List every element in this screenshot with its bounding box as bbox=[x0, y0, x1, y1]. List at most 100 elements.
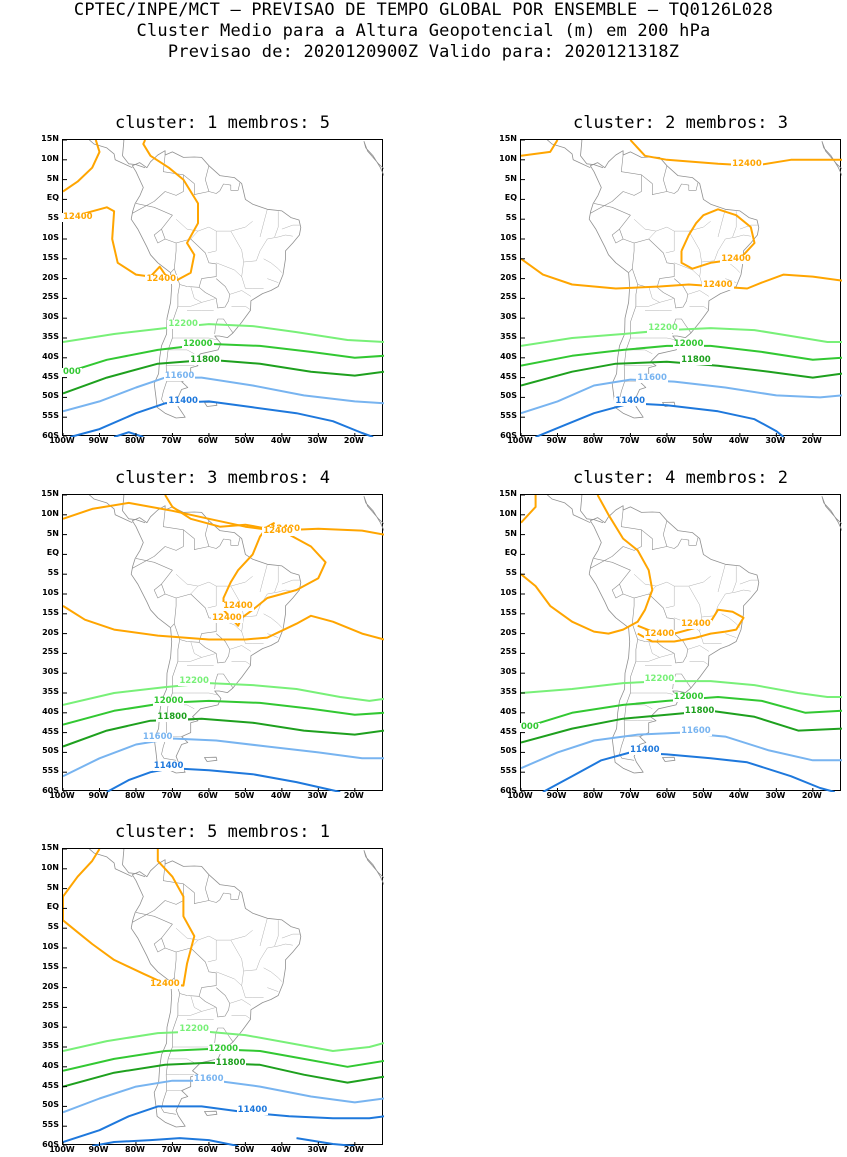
state-border bbox=[207, 940, 217, 963]
state-border bbox=[241, 970, 244, 986]
lon-tick-label: 60W bbox=[655, 436, 676, 445]
lat-tick-label: 10S bbox=[42, 588, 59, 597]
contour-label-12200: 12200 bbox=[643, 674, 676, 685]
contour-12400 bbox=[521, 495, 537, 524]
contour-12200 bbox=[63, 323, 384, 343]
lat-tick-label: 10N bbox=[499, 153, 517, 163]
contour-11600 bbox=[521, 378, 842, 415]
coastline bbox=[88, 495, 133, 524]
lat-tick-label: 50S bbox=[42, 746, 59, 756]
country-border bbox=[666, 182, 699, 194]
lat-tick-label: 35S bbox=[42, 1041, 59, 1050]
lat-tick-label: 20S bbox=[42, 981, 59, 991]
country-border bbox=[214, 673, 218, 690]
state-border bbox=[263, 967, 283, 982]
lat-tick-label: 10S bbox=[500, 588, 517, 597]
contour-12400 bbox=[521, 140, 559, 157]
state-border bbox=[687, 645, 710, 652]
contour-12400 bbox=[63, 605, 384, 641]
coastline bbox=[546, 140, 591, 169]
state-border bbox=[231, 661, 251, 665]
contour-label-12400: 12400 bbox=[62, 212, 94, 223]
state-border bbox=[263, 258, 283, 273]
contour-label-12200: 12200 bbox=[178, 1024, 210, 1035]
contour-label-12000: 000 bbox=[520, 721, 540, 732]
map-canvas bbox=[521, 495, 842, 792]
country-border bbox=[641, 165, 668, 195]
contour-label-12400: 12400 bbox=[680, 618, 712, 629]
lon-tick-label: 100W bbox=[507, 436, 533, 445]
lat-tick-label: 30S bbox=[500, 667, 517, 677]
lat-tick-label: 20S bbox=[42, 627, 59, 637]
coastline bbox=[580, 495, 604, 524]
map-panel bbox=[62, 494, 384, 792]
coastline bbox=[821, 496, 842, 532]
lat-tick-label: EQ bbox=[504, 193, 517, 203]
contour-12400 bbox=[680, 208, 756, 270]
contour-label-12400: 12400 bbox=[145, 273, 178, 284]
state-border bbox=[267, 589, 293, 595]
lat-tick-label: 50S bbox=[500, 746, 517, 756]
country-border bbox=[611, 228, 624, 244]
lat-tick-label: 55S bbox=[500, 766, 517, 776]
contour-label-11800: 11800 bbox=[189, 354, 221, 365]
state-border bbox=[230, 230, 268, 263]
state-border bbox=[267, 987, 279, 992]
contour-label-11400: 11400 bbox=[167, 396, 199, 407]
state-border bbox=[208, 221, 253, 232]
state-border bbox=[626, 349, 653, 355]
lat-tick-label: 15N bbox=[499, 489, 517, 498]
state-border bbox=[274, 920, 279, 947]
country-border bbox=[641, 520, 668, 550]
lon-tick-label: 50W bbox=[234, 791, 255, 800]
state-border bbox=[241, 616, 244, 632]
lon-tick-label: 70W bbox=[161, 1145, 182, 1154]
contour-11400 bbox=[70, 400, 374, 437]
lon-tick-label: 90W bbox=[88, 1145, 109, 1154]
island bbox=[204, 756, 218, 762]
contour-label-12000: 12000 bbox=[152, 695, 185, 706]
lat-tick-label: 55S bbox=[42, 1120, 59, 1130]
country-border bbox=[174, 947, 217, 997]
lon-tick-label: 100W bbox=[507, 791, 533, 800]
coastline bbox=[122, 495, 146, 524]
lat-tick-label: 40S bbox=[42, 351, 59, 361]
coastline bbox=[546, 495, 591, 524]
lat-tick-label: 60S bbox=[500, 431, 517, 440]
lon-tick-label: 20W bbox=[801, 436, 822, 445]
state-border bbox=[231, 1015, 251, 1019]
lat-tick-label: 15S bbox=[500, 607, 517, 617]
coastline bbox=[363, 850, 384, 886]
state-border bbox=[648, 641, 660, 658]
country-border bbox=[632, 238, 675, 288]
coastline bbox=[130, 505, 302, 774]
lat-tick-label: EQ bbox=[504, 548, 517, 558]
country-border bbox=[656, 278, 688, 309]
contour-label-11800: 11800 bbox=[680, 354, 712, 365]
contour-label-12200: 12200 bbox=[178, 676, 210, 687]
contour-label-12400: 12400 bbox=[731, 158, 763, 169]
country-border bbox=[183, 874, 210, 904]
state-border bbox=[725, 234, 751, 240]
state-border bbox=[281, 579, 301, 585]
lat-tick-label: 5S bbox=[505, 213, 517, 223]
contour-label-11800: 11800 bbox=[214, 1057, 247, 1068]
lon-tick-label: 80W bbox=[582, 791, 603, 800]
state-border bbox=[172, 337, 219, 341]
lat-tick-label: EQ bbox=[46, 193, 59, 203]
country-border bbox=[161, 993, 180, 1115]
coastline bbox=[130, 859, 302, 1128]
lon-tick-label: 100W bbox=[49, 1145, 75, 1154]
panel-title: cluster: 3 membros: 4 bbox=[115, 468, 330, 488]
map-canvas bbox=[63, 140, 384, 437]
state-border bbox=[274, 566, 279, 593]
state-border bbox=[259, 564, 268, 593]
lat-tick-label: 60S bbox=[42, 1140, 59, 1149]
contour-label-12000: 000 bbox=[62, 366, 82, 377]
lon-tick-label: 20W bbox=[343, 1145, 364, 1154]
lat-tick-label: 35S bbox=[42, 332, 59, 341]
state-border bbox=[648, 226, 667, 240]
lat-tick-label: 60S bbox=[500, 786, 517, 795]
state-border bbox=[274, 211, 279, 238]
country-border bbox=[135, 203, 177, 273]
